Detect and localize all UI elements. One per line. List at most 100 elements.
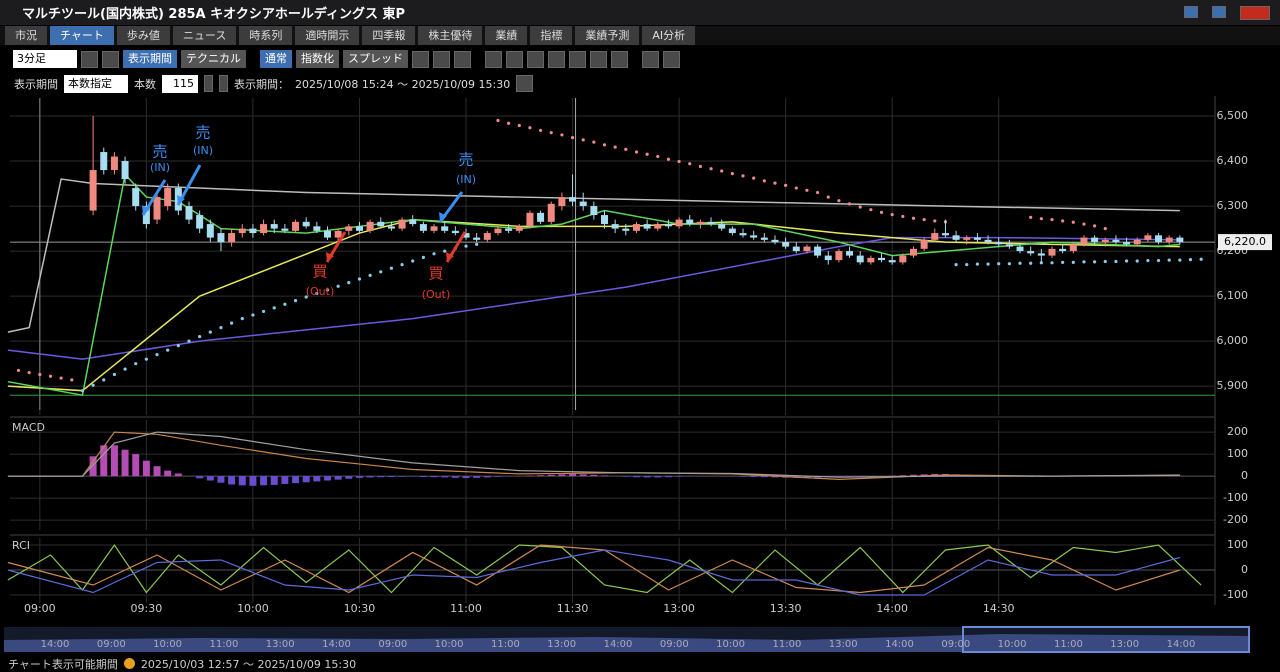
tool-icon[interactable] <box>433 50 450 68</box>
tab[interactable]: 市況 <box>5 26 47 45</box>
tab[interactable]: ニュース <box>172 26 237 45</box>
spread-button[interactable]: スプレッド <box>343 50 408 68</box>
maximize[interactable] <box>1212 5 1226 18</box>
candle-body <box>1016 246 1024 252</box>
tool-icon[interactable] <box>590 50 607 68</box>
sar-dot <box>720 169 724 173</box>
tool-icon[interactable] <box>642 50 659 68</box>
interval-select[interactable]: 3分足 <box>13 50 77 68</box>
index-button[interactable]: 指数化 <box>296 50 339 68</box>
tool-icon[interactable] <box>527 50 544 68</box>
tab[interactable]: 四季報 <box>362 26 416 45</box>
candle-body <box>462 233 470 238</box>
macd-bar <box>739 476 747 477</box>
macd-bar <box>537 475 545 477</box>
tool-icon[interactable] <box>412 50 429 68</box>
sar-dot <box>1124 259 1129 263</box>
reset[interactable] <box>516 75 534 92</box>
macd-bar <box>142 460 150 477</box>
indicator-line <box>7 218 1180 392</box>
sar-dot <box>187 339 191 343</box>
candle-body <box>366 221 374 231</box>
tool-icon[interactable] <box>506 50 523 68</box>
count-input[interactable]: 115 <box>162 74 198 93</box>
tab[interactable]: 適時開示 <box>295 26 360 45</box>
sar-dot <box>475 242 479 246</box>
candle-body <box>920 239 928 249</box>
sar-dot <box>368 273 372 278</box>
sar-dot <box>411 259 415 263</box>
tab[interactable]: 業績 <box>485 26 528 45</box>
candle-body <box>1112 239 1120 243</box>
sar-dot <box>16 368 21 373</box>
normal-button[interactable]: 通常 <box>260 50 292 68</box>
tab[interactable]: 歩み値 <box>116 26 170 45</box>
macd-bar <box>292 476 300 484</box>
sar-dot <box>709 167 713 171</box>
macd-bar <box>920 474 928 477</box>
tab[interactable]: 指標 <box>530 26 573 45</box>
candle-body <box>419 224 427 231</box>
macd-bar <box>654 476 662 478</box>
tool-icon[interactable] <box>663 50 680 68</box>
candle-body <box>153 197 161 220</box>
sar-dot <box>1018 261 1022 265</box>
minimize[interactable] <box>1184 5 1198 18</box>
navigator-label: 13:00 <box>1110 639 1139 650</box>
range-label: 表示期間： <box>234 77 289 91</box>
sar-dot <box>464 244 468 248</box>
tab[interactable]: 株主優待 <box>418 26 483 45</box>
macd-bar <box>174 473 182 477</box>
sar-dot <box>176 344 180 348</box>
next[interactable] <box>102 50 119 68</box>
close[interactable] <box>1240 5 1270 20</box>
tool-icon[interactable] <box>548 50 565 68</box>
candle-body <box>664 224 672 227</box>
x-tick-label: 13:30 <box>770 602 802 615</box>
annotation-note: (IN) <box>193 144 213 157</box>
tool-icon[interactable] <box>485 50 502 68</box>
macd-bar <box>419 476 427 477</box>
sar-dot <box>805 188 809 192</box>
period-button[interactable]: 表示期間 <box>123 50 177 68</box>
tool-icon[interactable] <box>454 50 471 68</box>
tool-icon[interactable] <box>569 50 586 68</box>
price-label: 6,220.0 <box>1224 235 1266 248</box>
mode-select[interactable]: 本数指定 <box>64 74 128 93</box>
tab[interactable]: チャート <box>50 26 114 45</box>
macd-bar <box>228 476 236 485</box>
macd-bar <box>110 445 118 477</box>
candle-body <box>334 230 342 238</box>
sar-dot <box>155 353 159 357</box>
sar-dot <box>208 330 212 334</box>
navigator-label: 09:00 <box>941 639 970 650</box>
y-tick-label: 200 <box>1227 425 1248 438</box>
macd-bar <box>909 474 917 477</box>
technical-button[interactable]: テクニカル <box>181 50 246 68</box>
annotation-note: (Out) <box>422 288 451 301</box>
sar-dot <box>272 306 276 310</box>
y-tick-label: 6,400 <box>1217 154 1249 167</box>
macd-bar <box>302 476 310 483</box>
sar-dot <box>1082 260 1086 264</box>
candle-body <box>270 224 278 229</box>
tab[interactable]: AI分析 <box>642 26 696 45</box>
sar-dot <box>965 263 969 267</box>
sar-dot <box>560 133 564 137</box>
tab[interactable]: 業績予測 <box>575 26 640 45</box>
sar-dot <box>794 186 798 190</box>
candle-body <box>707 221 715 225</box>
sar-dot <box>421 255 425 260</box>
spin[interactable] <box>219 75 228 92</box>
tab[interactable]: 時系列 <box>239 26 293 45</box>
candle-body <box>675 219 683 227</box>
sar-dot <box>48 374 53 378</box>
prev[interactable] <box>81 50 98 68</box>
status-label: チャート表示可能期間 <box>8 657 118 671</box>
spin[interactable] <box>204 75 213 92</box>
macd-bar <box>760 476 768 478</box>
candle-body <box>1080 237 1088 245</box>
macd-bar <box>441 476 449 478</box>
tool-icon[interactable] <box>611 50 628 68</box>
macd-bar <box>100 445 108 477</box>
